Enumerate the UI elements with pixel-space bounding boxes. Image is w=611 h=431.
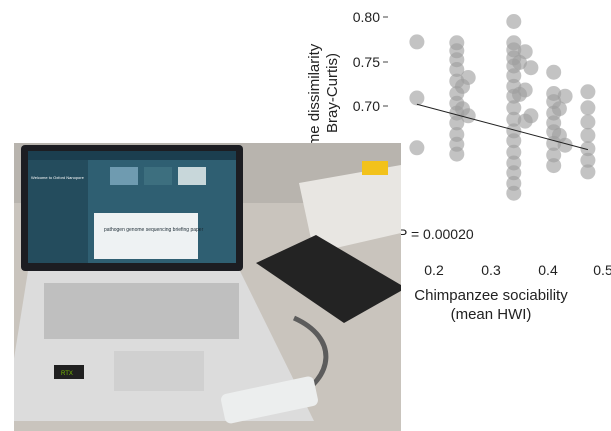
y-axis-label: me dissimilarity	[306, 43, 323, 146]
y-tick-label-075: 0.75	[353, 54, 380, 70]
data-point	[409, 90, 425, 106]
data-point	[506, 144, 522, 160]
data-point	[580, 114, 596, 130]
y-tick-label-080: 0.80	[353, 9, 380, 25]
data-point	[546, 147, 562, 163]
data-point	[580, 100, 596, 116]
data-point	[580, 152, 596, 168]
x-axis-label: Chimpanzee sociability	[414, 287, 568, 304]
x-tick-label-03: 0.3	[481, 262, 501, 278]
trend-line	[416, 103, 589, 151]
screen-thumb-3	[178, 167, 206, 185]
plot-area	[409, 14, 596, 201]
laptop-photo: Welcome to Oxford Nanopore pathogen geno…	[14, 143, 401, 431]
data-point	[523, 60, 539, 76]
data-point	[506, 68, 522, 84]
data-point	[449, 146, 465, 162]
data-point	[506, 111, 522, 127]
data-point	[557, 137, 573, 153]
data-point	[506, 14, 522, 29]
data-point	[506, 185, 522, 201]
data-point	[409, 140, 425, 156]
data-point	[580, 84, 596, 100]
screen-header-bar	[28, 151, 236, 160]
data-point	[546, 64, 562, 80]
data-point	[523, 108, 539, 124]
data-point	[449, 62, 465, 77]
data-point	[460, 70, 476, 85]
data-point	[580, 141, 596, 157]
data-point	[551, 101, 567, 117]
screen-panel	[94, 213, 198, 259]
screen-headline: pathogen genome sequencing briefing pape…	[104, 227, 204, 233]
screen-title: Welcome to Oxford Nanopore	[31, 175, 85, 180]
data-point	[580, 164, 596, 180]
x-tick-label-02: 0.2	[424, 262, 444, 278]
data-point	[460, 108, 476, 124]
data-point	[546, 158, 562, 174]
data-point	[506, 165, 522, 181]
x-tick-label-05: 0.5	[593, 262, 611, 278]
touchpad	[114, 351, 204, 391]
p-value-annotation: P = 0.00020	[398, 226, 474, 242]
data-point	[517, 44, 533, 60]
data-point	[506, 100, 522, 116]
data-points	[409, 14, 596, 201]
screen-thumb-2	[144, 167, 172, 185]
data-point	[517, 82, 533, 98]
screen-sidebar	[28, 160, 88, 263]
keyboard	[44, 283, 239, 339]
y-axis-label-2: Bray-Curtis)	[324, 53, 341, 133]
sticker	[54, 365, 84, 379]
data-point	[557, 88, 573, 104]
usb-stick	[221, 376, 318, 424]
y-tick-label-070: 0.70	[353, 98, 380, 114]
x-tick-label-04: 0.4	[538, 262, 558, 278]
data-point	[409, 34, 425, 50]
x-axis-label-2: (mean HWI)	[451, 306, 532, 323]
data-point	[449, 115, 465, 131]
screen-thumb-1	[110, 167, 138, 185]
data-point	[506, 133, 522, 149]
yellow-note	[362, 161, 388, 175]
sticker-label: RTX	[61, 371, 73, 377]
sequencer-device	[256, 235, 401, 323]
data-point	[580, 127, 596, 143]
paper-sheet	[299, 165, 401, 253]
